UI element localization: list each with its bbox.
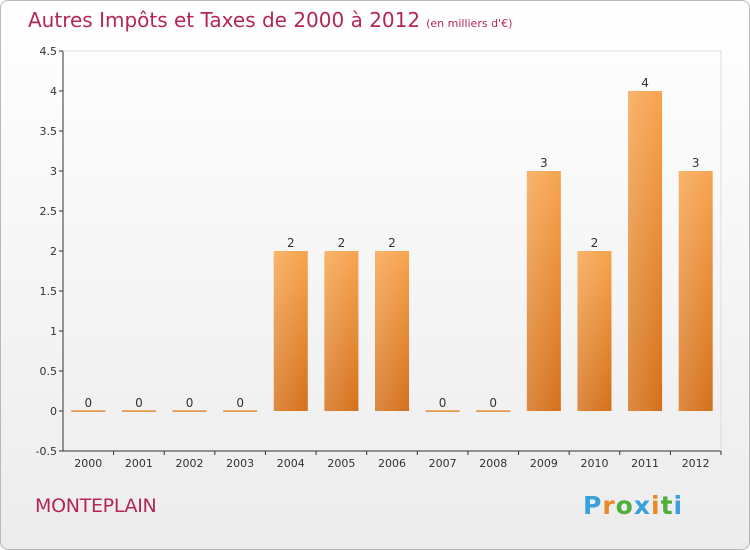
proxiti-logo: Proxiti xyxy=(583,491,683,520)
data-label: 3 xyxy=(692,156,700,170)
data-label: 2 xyxy=(388,236,396,250)
logo-letter: P xyxy=(583,491,603,520)
data-label: 0 xyxy=(489,396,497,410)
x-tick-label: 2001 xyxy=(125,457,153,470)
bar xyxy=(223,410,258,412)
bar-highlight xyxy=(577,251,612,411)
y-tick-label: 4 xyxy=(50,85,57,98)
y-tick-label: 0 xyxy=(50,405,57,418)
y-tick-label: 1.5 xyxy=(40,285,58,298)
x-tick-label: 2000 xyxy=(74,457,102,470)
logo-letter: i xyxy=(673,491,684,520)
x-tick-label: 2012 xyxy=(682,457,710,470)
chart-labels: 0 0 0 0 2 2 2 0 0 3 2 4 3 xyxy=(84,76,699,410)
x-tick-label: 2003 xyxy=(226,457,254,470)
y-tick-label: 2 xyxy=(50,245,57,258)
bar xyxy=(71,410,106,412)
bar-highlight xyxy=(324,251,359,411)
data-label: 2 xyxy=(287,236,295,250)
y-tick-label: 0.5 xyxy=(40,365,58,378)
bar-highlight xyxy=(526,171,561,411)
bar xyxy=(172,410,207,412)
x-tick-label: 2010 xyxy=(580,457,608,470)
y-tick-label: 3 xyxy=(50,165,57,178)
data-label: 0 xyxy=(236,396,244,410)
data-label: 0 xyxy=(186,396,194,410)
logo-letter: t xyxy=(660,491,674,520)
y-tick-label: 3.5 xyxy=(40,125,58,138)
data-label: 2 xyxy=(591,236,599,250)
logo-letter: o xyxy=(615,491,634,520)
bar-highlight xyxy=(678,171,713,411)
bar xyxy=(121,410,156,412)
chart-title: Autres Impôts et Taxes de 2000 à 2012 (en… xyxy=(28,8,512,32)
x-tick-label: 2006 xyxy=(378,457,406,470)
y-tick-label: -0.5 xyxy=(36,445,57,458)
data-label: 3 xyxy=(540,156,548,170)
logo-letter: r xyxy=(602,491,616,520)
x-tick-label: 2007 xyxy=(429,457,457,470)
y-tick-label: 4.5 xyxy=(40,45,58,58)
data-label: 4 xyxy=(641,76,649,90)
bar-highlight xyxy=(375,251,409,411)
chart-title-text: Autres Impôts et Taxes de 2000 à 2012 xyxy=(28,8,421,32)
x-tick-label: 2008 xyxy=(479,457,507,470)
bar xyxy=(476,410,511,412)
chart-unit-text: (en milliers d'€) xyxy=(426,17,513,30)
bar-highlight xyxy=(628,91,663,411)
x-tick-label: 2011 xyxy=(631,457,659,470)
data-label: 0 xyxy=(84,396,92,410)
y-tick-label: 2.5 xyxy=(40,205,58,218)
x-tick-label: 2005 xyxy=(327,457,355,470)
data-label: 0 xyxy=(439,396,447,410)
bar-highlight xyxy=(273,251,308,411)
logo-letter: i xyxy=(651,491,661,520)
x-tick-label: 2004 xyxy=(277,457,305,470)
bar xyxy=(425,410,460,412)
x-tick-label: 2009 xyxy=(530,457,558,470)
chart-bars xyxy=(71,91,713,412)
logo-letter: x xyxy=(633,491,651,520)
commune-name: MONTEPLAIN xyxy=(35,495,157,517)
y-tick-label: 1 xyxy=(50,325,57,338)
x-tick-label: 2002 xyxy=(176,457,204,470)
data-label: 2 xyxy=(338,236,346,250)
data-label: 0 xyxy=(135,396,143,410)
